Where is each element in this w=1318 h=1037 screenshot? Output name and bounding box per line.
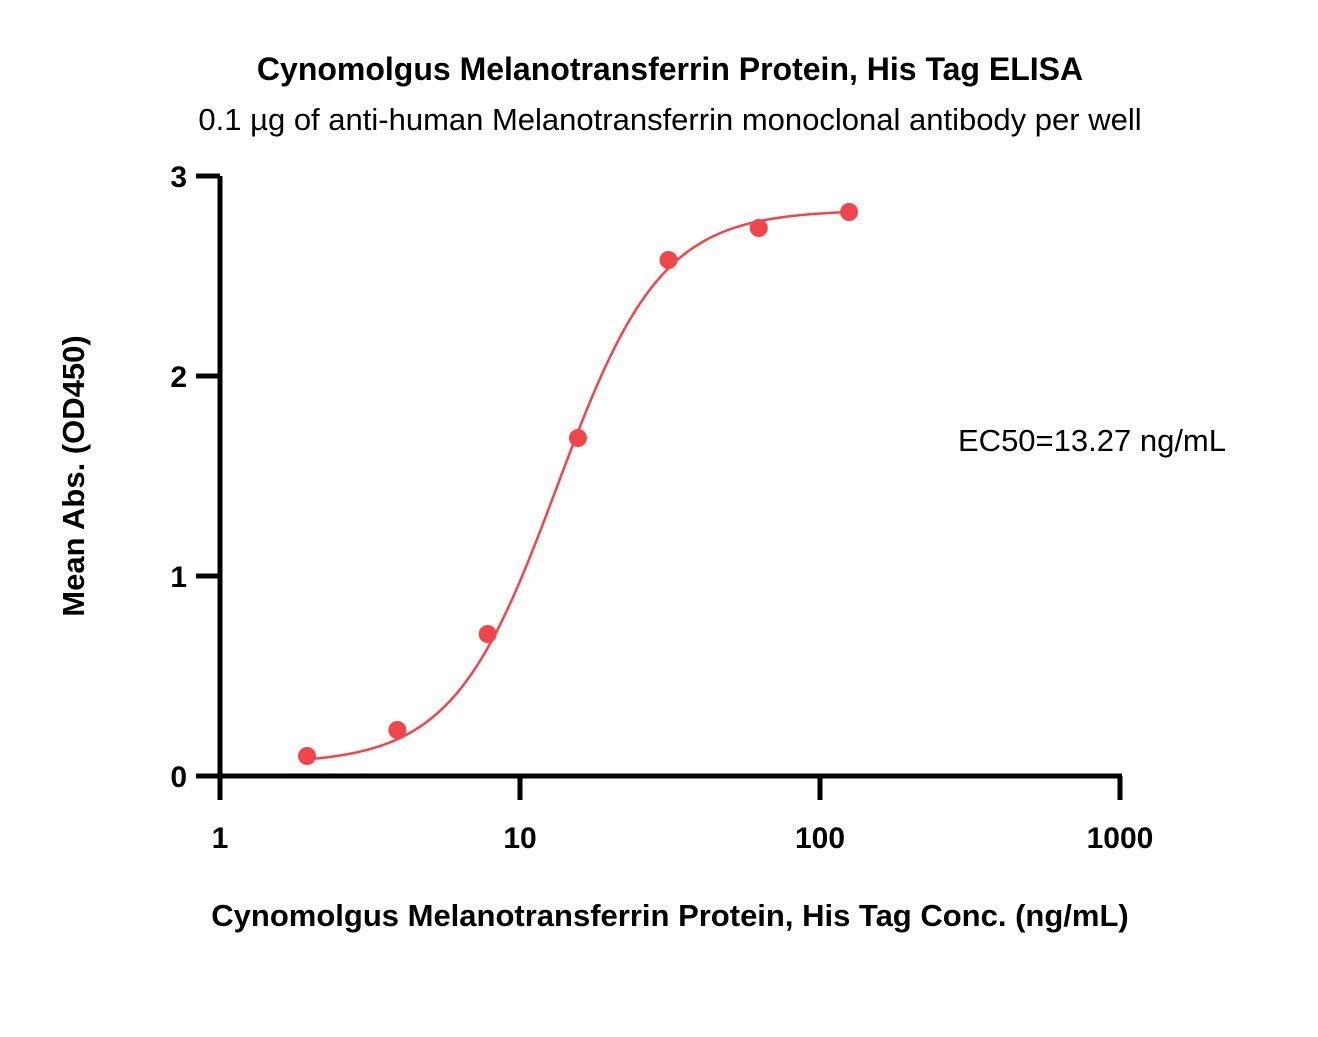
chart-subtitle: 0.1 µg of anti-human Melanotransferrin m… bbox=[198, 102, 1141, 137]
data-points bbox=[298, 203, 859, 765]
y-tick-label-3: 3 bbox=[170, 161, 187, 194]
x-tick-label-0: 1 bbox=[212, 822, 229, 855]
data-point-4 bbox=[659, 251, 678, 269]
chart-title: Cynomolgus Melanotransferrin Protein, Hi… bbox=[257, 51, 1083, 87]
axes bbox=[217, 176, 1122, 779]
x-axis-label: Cynomolgus Melanotransferrin Protein, Hi… bbox=[211, 898, 1128, 933]
x-tick-label-3: 1000 bbox=[1087, 822, 1154, 855]
data-point-2 bbox=[478, 625, 497, 643]
data-point-6 bbox=[840, 203, 859, 221]
x-tick-label-1: 10 bbox=[503, 822, 536, 855]
ec50-annotation: EC50=13.27 ng/mL bbox=[958, 423, 1226, 458]
fit-curve-group bbox=[306, 210, 850, 761]
x-tick-label-2: 100 bbox=[795, 822, 845, 855]
y-tick-label-2: 2 bbox=[170, 361, 187, 394]
data-point-0 bbox=[298, 747, 317, 765]
y-tick-label-0: 0 bbox=[170, 761, 187, 794]
y-axis-label: Mean Abs. (OD450) bbox=[56, 335, 91, 616]
data-point-1 bbox=[388, 721, 407, 739]
data-point-3 bbox=[568, 429, 587, 447]
data-point-5 bbox=[749, 219, 768, 237]
fit-curve bbox=[306, 210, 850, 761]
y-tick-label-1: 1 bbox=[170, 561, 187, 594]
